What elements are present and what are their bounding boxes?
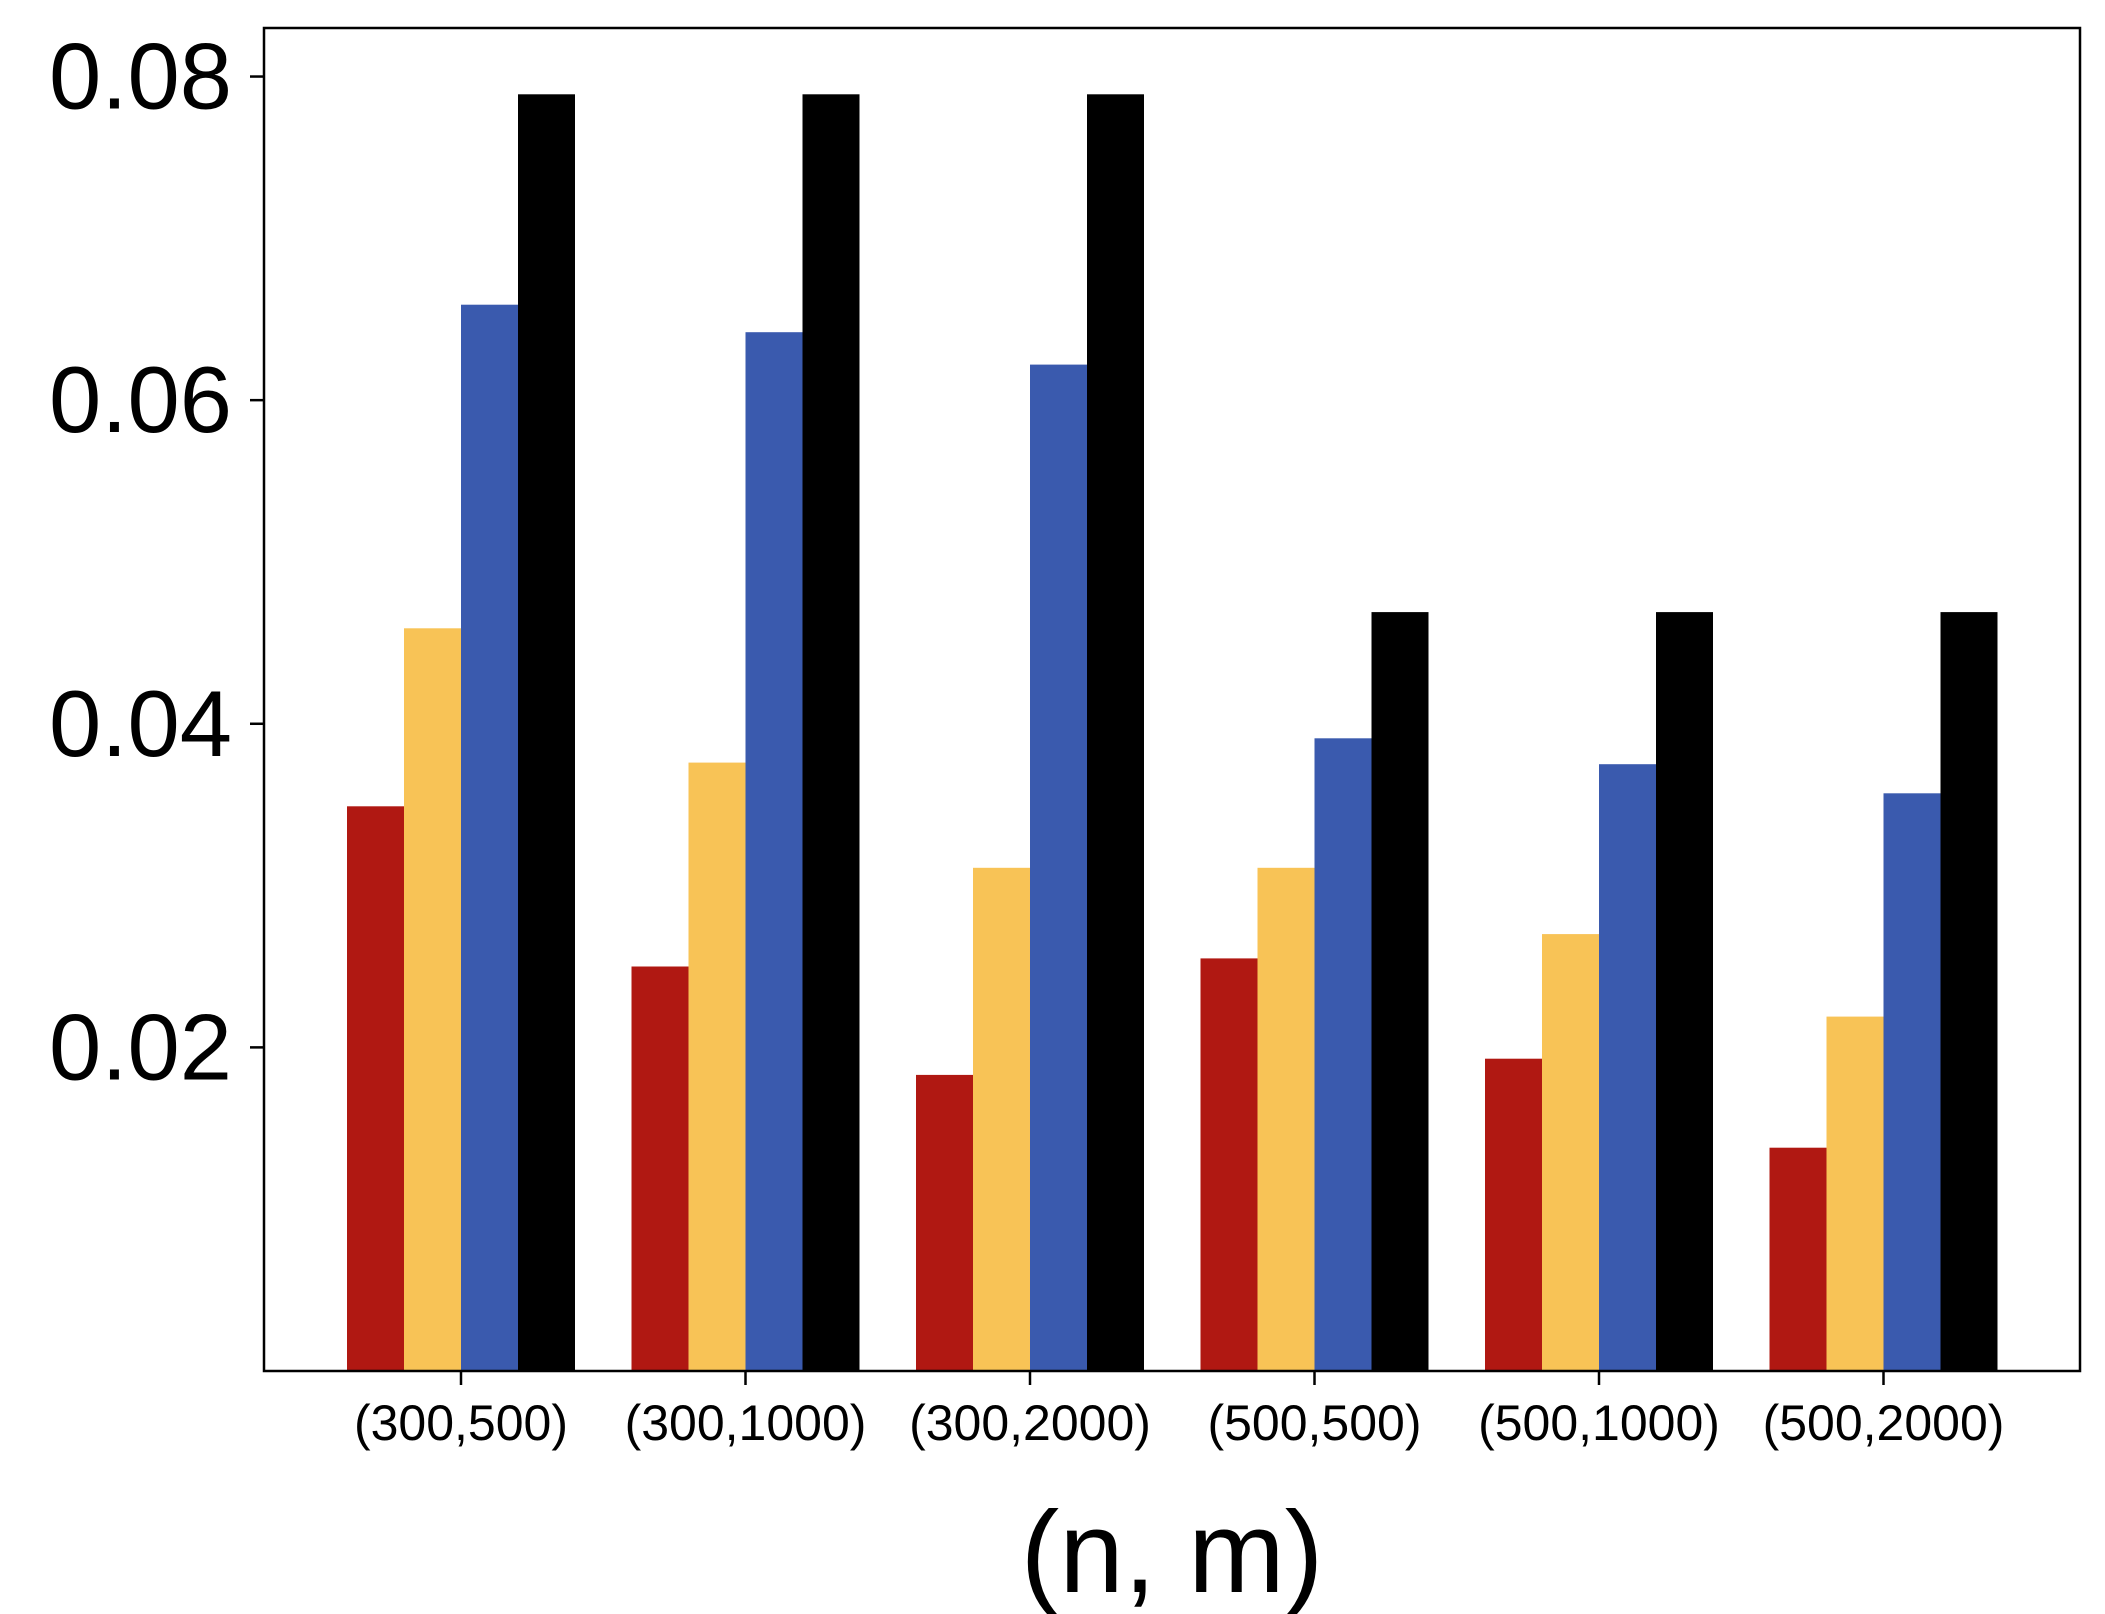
y-tick-label-1: 0.02 [49,994,232,1099]
bar-series1-1 [347,806,404,1371]
y-tick-label-4: 0.08 [49,24,232,129]
x-axis-label: (n, m) [1021,1487,1324,1614]
bar-series3-1 [461,304,518,1372]
bar-series1-2 [631,966,689,1371]
bar-series4-3 [1087,94,1144,1371]
x-tick-label-3: (300,2000) [909,1395,1151,1451]
bar-series2-5 [1542,934,1599,1371]
bar-series3-4 [1314,738,1372,1371]
y-tick-label-2: 0.04 [49,671,232,776]
bar-series2-6 [1826,1016,1884,1371]
bar-series2-2 [688,762,746,1371]
plot-frame [262,26,2082,1373]
bar-series2-4 [1257,867,1315,1371]
bar-series1-5 [1485,1058,1542,1371]
bar-series2-3 [973,867,1030,1371]
bar-series4-2 [802,94,860,1371]
bar-series3-6 [1883,793,1941,1371]
bar-series3-2 [745,332,803,1372]
bar-series4-6 [1940,612,1998,1371]
x-tick-label-4: (500,500) [1207,1395,1421,1451]
x-tick-label-2: (300,1000) [625,1395,867,1451]
x-tick-label-1: (300,500) [354,1395,568,1451]
bar-series4-1 [518,94,575,1371]
bar-series3-3 [1030,364,1087,1372]
bar-series4-5 [1656,612,1713,1371]
bar-series1-4 [1200,958,1258,1371]
x-tick-label-5: (500,1000) [1478,1395,1720,1451]
y-axis: 0.02 0.04 0.06 0.08 [49,24,264,1099]
x-axis: (300,500) (300,1000) (300,2000) (500,500) (5… [354,1371,2004,1451]
bar-series4-4 [1371,612,1429,1371]
y-tick-label-3: 0.06 [49,347,232,452]
bar-series3-5 [1599,764,1656,1371]
bars-group [347,94,1998,1372]
x-tick-label-6: (500,2000) [1763,1395,2005,1451]
bar-series1-6 [1769,1147,1827,1371]
bar-series2-1 [404,628,461,1371]
bar-series1-3 [916,1074,973,1371]
